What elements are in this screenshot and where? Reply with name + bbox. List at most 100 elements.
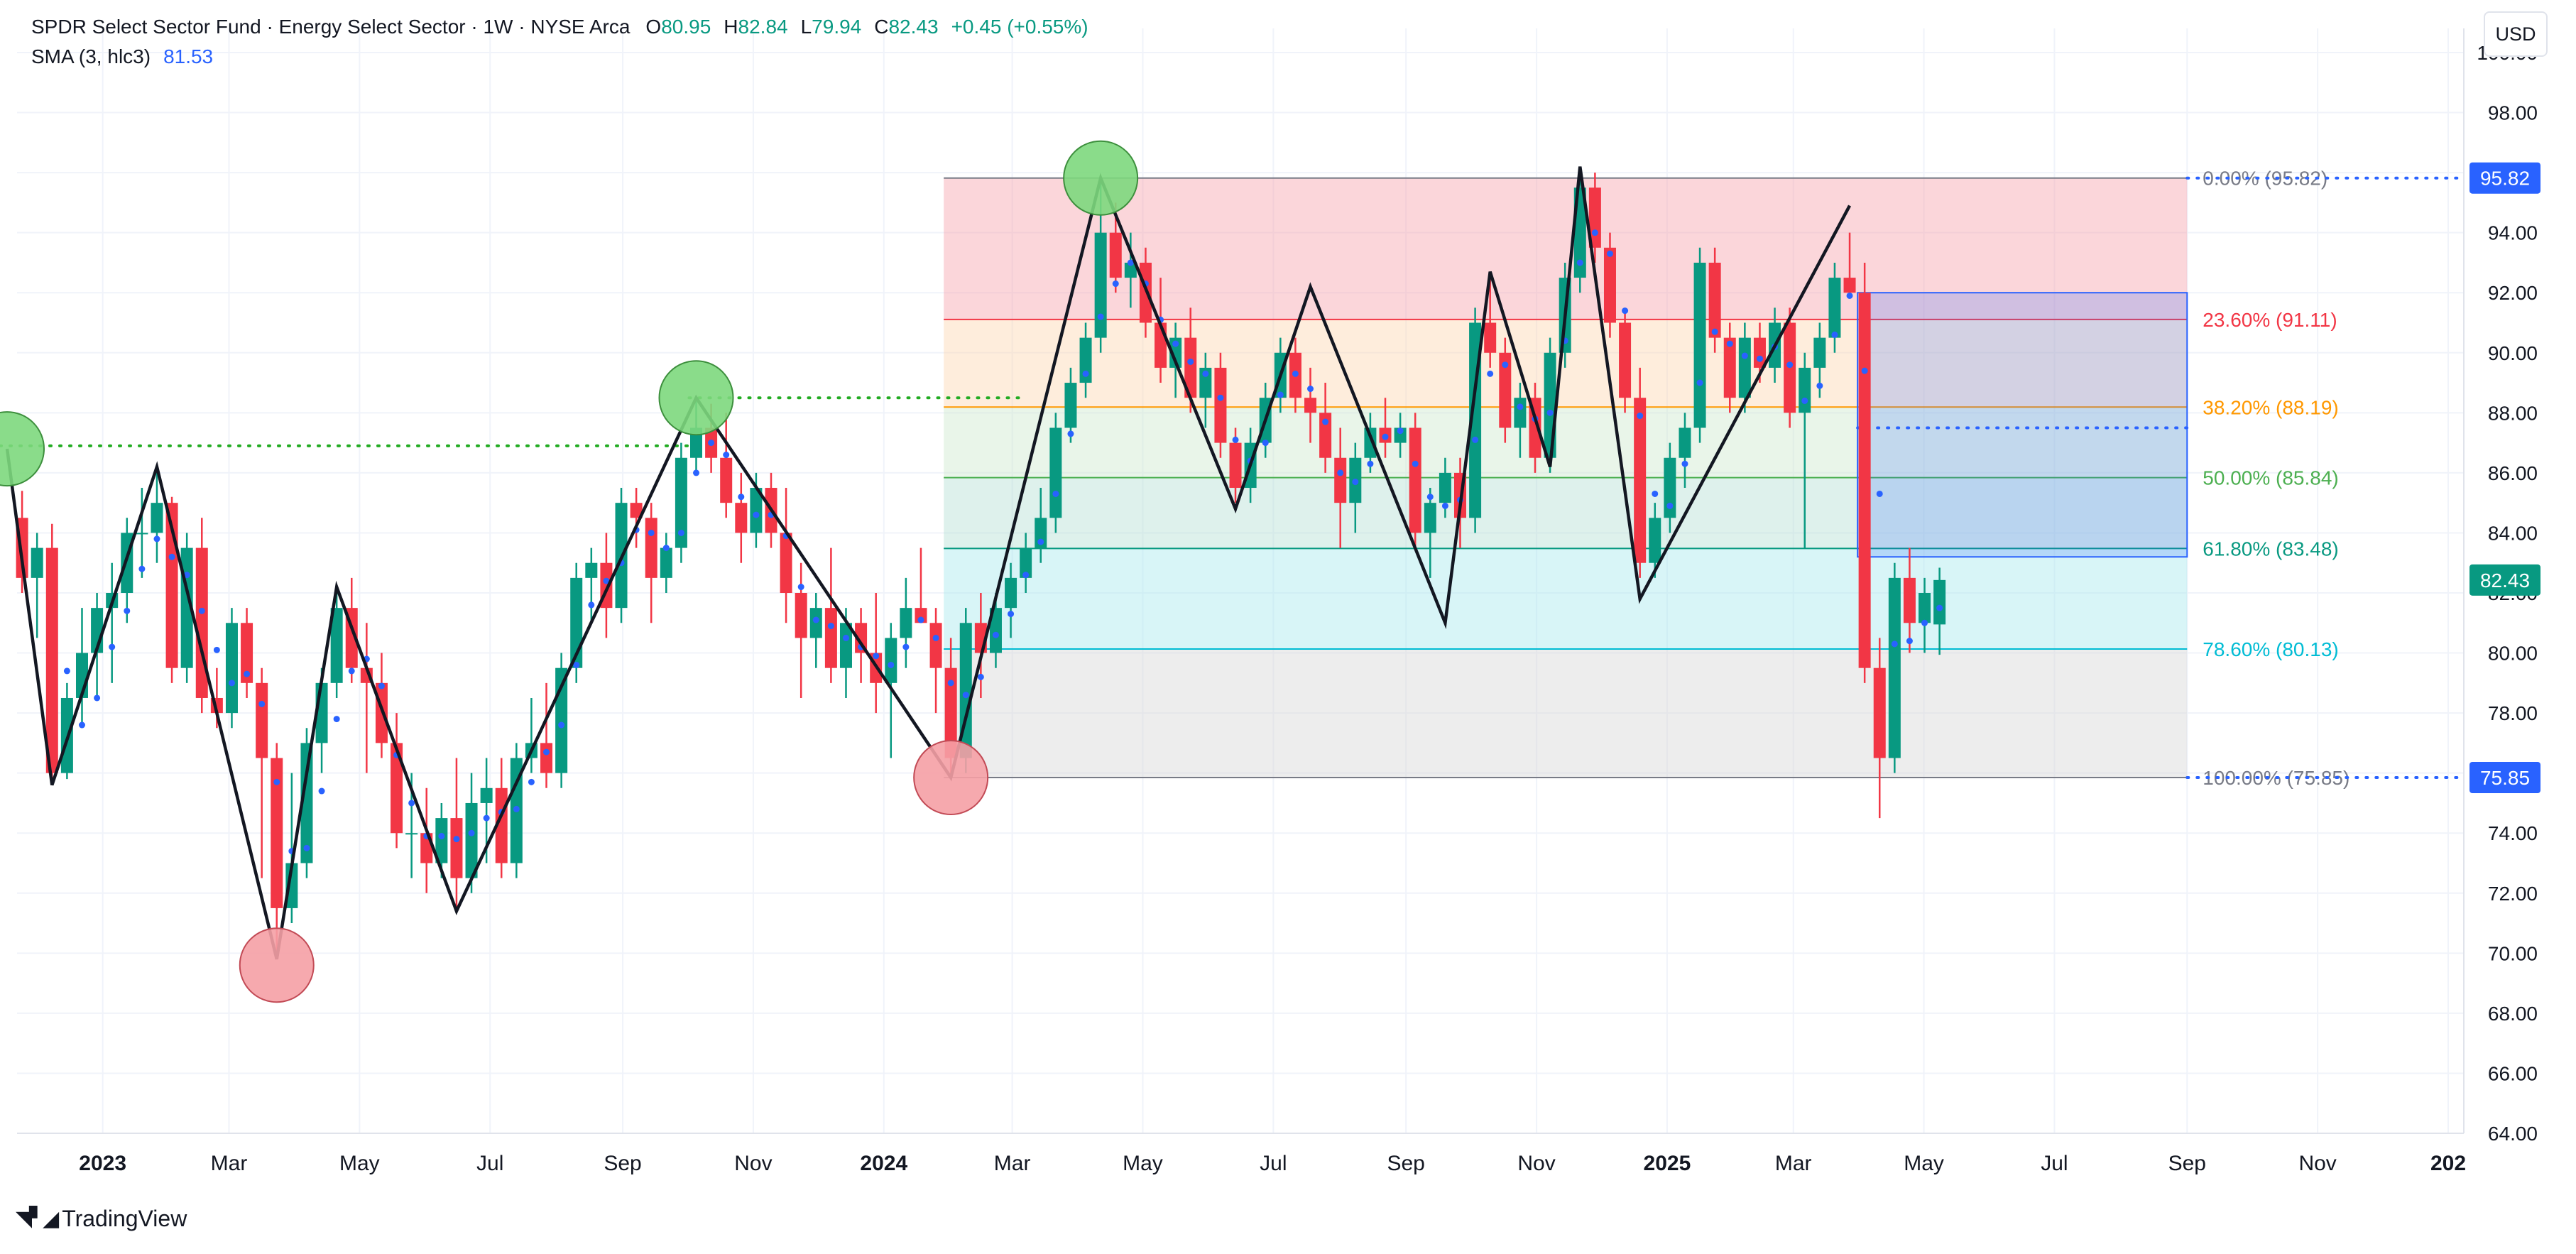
candle-body (690, 427, 703, 458)
candle (391, 713, 403, 849)
candle-body (1738, 337, 1751, 398)
candle (1079, 322, 1092, 398)
candle (1484, 278, 1497, 368)
price-tick-label: 64.00 (2488, 1123, 2538, 1145)
candle (450, 758, 463, 908)
sma-point (1337, 469, 1344, 476)
candle-body (1319, 413, 1332, 458)
change-value: +0.45 (+0.55%) (951, 16, 1088, 38)
sma-point (1576, 259, 1583, 266)
candle (1409, 413, 1421, 548)
candle-body (1723, 337, 1736, 398)
sma-point (1936, 604, 1943, 611)
candle-body (1155, 322, 1167, 368)
sma-point (303, 844, 310, 851)
sma-point (947, 680, 954, 687)
candle (435, 802, 448, 878)
sma-point (198, 607, 205, 614)
candle-body (1020, 547, 1032, 578)
candle (555, 653, 568, 788)
candle-body (241, 623, 253, 683)
sma-point (453, 836, 460, 843)
candle-body (1409, 427, 1421, 533)
candle-body (151, 503, 163, 533)
candle (31, 533, 43, 638)
candle-body (1799, 367, 1811, 413)
candle (1858, 262, 1871, 683)
sma-point (1876, 490, 1883, 497)
candle (300, 728, 313, 878)
candle-body (824, 608, 837, 668)
candle-body (450, 818, 463, 878)
candle (225, 608, 238, 729)
pivot-low-marker (239, 927, 315, 1003)
candle-body (1873, 667, 1886, 758)
tradingview-brand[interactable]: ◥▘◢ TradingView (16, 1206, 187, 1232)
sma-point (528, 778, 535, 785)
candle-body (720, 457, 733, 503)
candle (1199, 352, 1212, 428)
candle-body (1664, 457, 1676, 518)
fib-level-label: 38.20% (88.19) (2203, 396, 2338, 418)
price-tag-bg (2469, 162, 2540, 194)
candle-body (1214, 367, 1227, 443)
brand-name: TradingView (62, 1206, 187, 1231)
sma-point (1052, 490, 1059, 497)
sma-point (378, 682, 385, 689)
fib-level-label: 50.00% (85.84) (2203, 467, 2338, 489)
candle-body (1334, 457, 1347, 503)
sma-point (1622, 307, 1629, 315)
sma-point (168, 553, 175, 560)
candle-body (1424, 503, 1436, 533)
price-tag-text: 95.82 (2480, 168, 2530, 190)
currency-button[interactable]: USD (2484, 11, 2548, 57)
sma-label[interactable]: SMA (3, hlc3) (31, 45, 151, 67)
price-tick-label: 80.00 (2488, 643, 2538, 665)
candle-body (1843, 278, 1856, 293)
sma-point (1397, 427, 1404, 435)
candle (1619, 307, 1632, 413)
pivot-low-marker (913, 740, 989, 816)
price-tick-label: 84.00 (2488, 522, 2538, 544)
candle-body (1064, 383, 1077, 428)
candle (1005, 562, 1017, 638)
candle (1649, 503, 1661, 578)
sma-point (902, 643, 910, 650)
candle-body (1903, 577, 1916, 623)
candle-body (300, 743, 313, 863)
sma-point (1112, 280, 1119, 288)
sma-point (228, 680, 235, 687)
candle (1903, 547, 1916, 653)
projection-rect (1857, 292, 2188, 558)
sma-point (708, 440, 715, 447)
candle-body (1094, 232, 1107, 338)
candle (1664, 442, 1676, 533)
candle (1424, 488, 1436, 578)
candle (824, 547, 837, 683)
candle-body (1005, 577, 1017, 609)
price-tick-label: 88.00 (2488, 402, 2538, 424)
sma-point (873, 653, 880, 660)
sma-point (513, 805, 520, 812)
sma-point (1307, 386, 1314, 393)
time-tick-label: Jul (1260, 1152, 1287, 1175)
low-value: 79.94 (812, 16, 862, 38)
candle-body (900, 608, 912, 638)
indicator-legend[interactable]: SMA (3, hlc3) 81.53 (31, 45, 213, 68)
candle-body (1184, 337, 1197, 398)
time-tick-label: May (1123, 1152, 1163, 1175)
time-tick-label: 202 (2430, 1152, 2466, 1175)
sma-point (543, 748, 550, 756)
candle-body (1199, 367, 1212, 398)
candle (780, 488, 792, 623)
candle-body (1919, 593, 1931, 623)
sma-point (153, 535, 160, 543)
close-label: C (874, 16, 889, 38)
sma-point (1696, 379, 1703, 386)
sma-point (1262, 440, 1269, 447)
candle (900, 577, 912, 668)
sma-point (1292, 370, 1299, 377)
candle-body (675, 457, 687, 548)
